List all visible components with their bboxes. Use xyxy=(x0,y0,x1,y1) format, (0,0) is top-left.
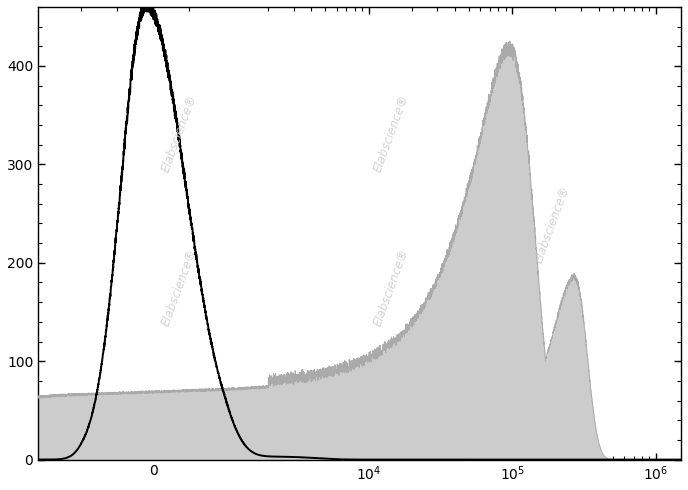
Text: Elabscience®: Elabscience® xyxy=(533,184,572,265)
Text: Elabscience®: Elabscience® xyxy=(372,247,412,328)
Text: Elabscience®: Elabscience® xyxy=(160,93,200,174)
Text: Elabscience®: Elabscience® xyxy=(372,93,412,174)
Text: Elabscience®: Elabscience® xyxy=(160,247,200,328)
